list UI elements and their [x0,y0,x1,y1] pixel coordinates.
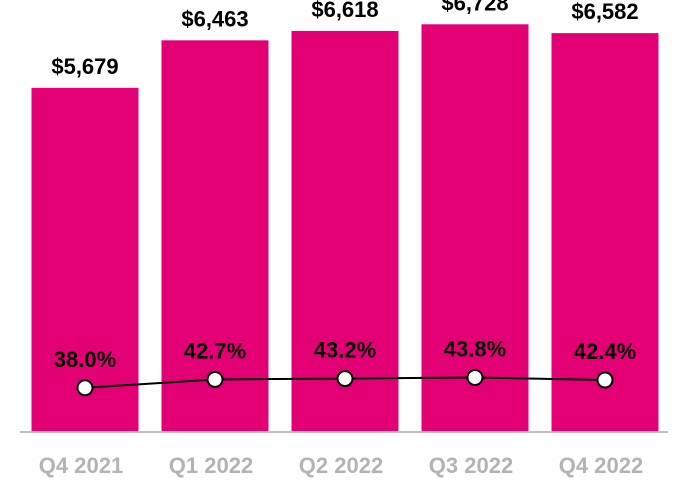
x-axis-tick-labels: Q4 2021 Q1 2022 Q2 2022 Q3 2022 Q4 2022 [39,453,643,478]
bar-value-label: $6,618 [311,0,378,22]
margin-value-labels: 38.0% 42.7% 43.2% 43.8% 42.4% [54,336,636,371]
margin-point-2 [206,370,224,388]
x-tick-label: Q4 2021 [39,453,123,478]
bar-value-label: $5,679 [51,54,118,79]
bar-value-labels: $5,679 $6,463 $6,618 $6,728 $6,582 [51,0,638,79]
margin-value-label: 42.7% [184,338,246,363]
margin-point-1 [76,379,94,397]
margin-point-4 [466,368,484,386]
x-tick-label: Q4 2022 [559,453,643,478]
bar-value-label: $6,728 [441,0,508,15]
bar-3 [291,30,399,433]
margin-value-label: 38.0% [54,347,116,372]
x-tick-label: Q3 2022 [429,453,513,478]
bar-series [31,24,659,433]
bar-2 [161,40,269,433]
x-tick-label: Q2 2022 [299,453,383,478]
bar-4 [421,24,529,432]
margin-point-5 [596,371,614,389]
bar-value-label: $6,463 [181,6,248,31]
margin-line-series [76,368,614,397]
margin-point-3 [336,370,354,388]
x-tick-label: Q1 2022 [169,453,253,478]
bar-value-label: $6,582 [571,0,638,24]
margin-value-label: 43.2% [314,338,376,363]
margin-value-label: 43.8% [444,336,506,361]
bar-5 [551,33,659,432]
margin-value-label: 42.4% [574,339,636,364]
bar-1 [31,87,139,432]
